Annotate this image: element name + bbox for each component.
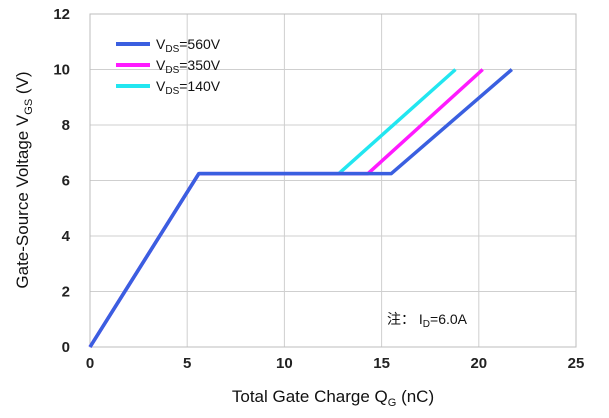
x-tick-label: 10 [276, 355, 293, 372]
y-tick-label: 6 [62, 173, 70, 190]
x-tick-label: 15 [373, 355, 390, 372]
x-tick-label: 25 [568, 355, 585, 372]
series-line [88, 68, 513, 348]
series-lines [88, 68, 513, 348]
x-tick-labels: 0 5 10 15 20 25 [86, 355, 585, 372]
y-tick-labels: 0 2 4 6 8 10 12 [53, 6, 70, 356]
legend-label: VDS=350V [156, 57, 221, 76]
plot-frame [89, 13, 577, 348]
x-tick-label: 5 [183, 355, 191, 372]
y-tick-label: 4 [62, 228, 71, 245]
annotation-note: 注： ID=6.0A [387, 311, 468, 330]
legend: VDS=560V VDS=350V VDS=140V [116, 36, 221, 97]
legend-label: VDS=560V [156, 36, 221, 55]
y-tick-label: 12 [53, 6, 70, 23]
y-tick-label: 0 [62, 339, 70, 356]
grid-lines [90, 14, 576, 347]
x-axis-title: Total Gate Charge QG (nC) [232, 387, 434, 409]
legend-label: VDS=140V [156, 78, 221, 97]
x-tick-label: 0 [86, 355, 94, 372]
x-tick-label: 20 [470, 355, 487, 372]
y-axis-title: Gate-Source Voltage VGS (V) [13, 71, 35, 288]
y-tick-label: 8 [62, 117, 70, 134]
plot-border [89, 13, 577, 348]
y-tick-label: 10 [53, 62, 70, 79]
y-tick-label: 2 [62, 284, 70, 301]
